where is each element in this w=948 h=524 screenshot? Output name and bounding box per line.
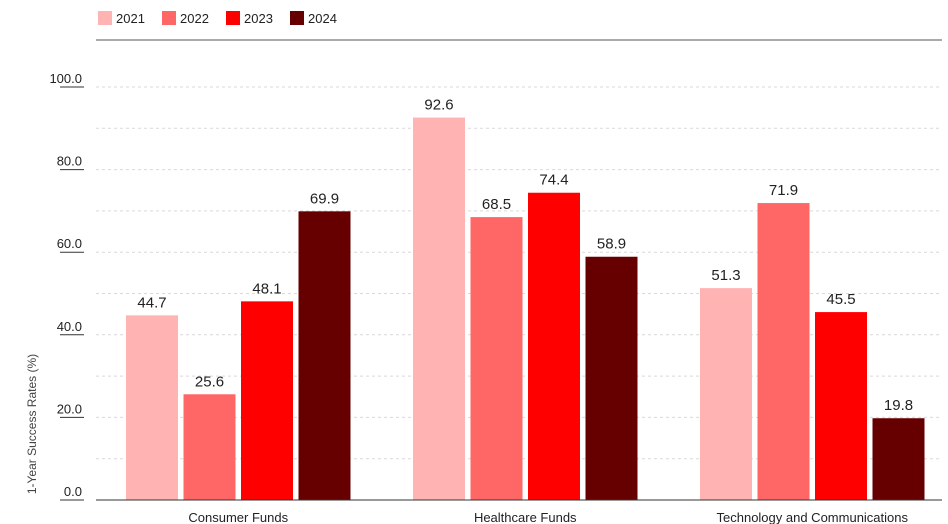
data-label: 71.9 bbox=[769, 182, 798, 199]
bars bbox=[126, 117, 925, 501]
bar-2023-1 bbox=[528, 192, 580, 500]
bar-2021-1 bbox=[413, 117, 465, 500]
y-tick-label: 60.0 bbox=[57, 236, 82, 251]
legend-label-2021: 2021 bbox=[116, 11, 145, 26]
y-tick-label: 20.0 bbox=[57, 401, 82, 416]
x-category-label: Healthcare Funds bbox=[474, 510, 577, 524]
legend-swatch-2023 bbox=[226, 11, 240, 25]
data-label: 69.9 bbox=[310, 190, 339, 207]
data-label: 25.6 bbox=[195, 373, 224, 390]
y-tick-label: 40.0 bbox=[57, 319, 82, 334]
legend: 2021 2022 2023 2024 bbox=[98, 11, 337, 26]
bar-2022-1 bbox=[470, 217, 523, 500]
y-axis: 0.0 20.0 40.0 60.0 80.0 100.0 bbox=[49, 71, 84, 501]
bar-2024-0 bbox=[298, 211, 351, 501]
bar-2022-2 bbox=[757, 203, 810, 501]
x-axis: Consumer Funds Healthcare Funds Technology… bbox=[96, 499, 942, 524]
legend-label-2024: 2024 bbox=[308, 11, 337, 26]
x-category-label: Technology and Communications bbox=[717, 510, 909, 524]
data-label: 51.3 bbox=[711, 267, 740, 284]
legend-label-2022: 2022 bbox=[180, 11, 209, 26]
data-label: 45.5 bbox=[826, 291, 855, 308]
bar-2021-2 bbox=[700, 288, 752, 500]
data-label: 68.5 bbox=[482, 196, 511, 213]
bar-2022-0 bbox=[183, 394, 236, 500]
y-tick-label: 100.0 bbox=[49, 71, 82, 86]
legend-swatch-2024 bbox=[290, 11, 304, 25]
y-tick-label: 0.0 bbox=[64, 484, 82, 499]
data-label: 48.1 bbox=[252, 280, 281, 297]
legend-swatch-2021 bbox=[98, 11, 112, 25]
bar-2021-0 bbox=[126, 315, 178, 500]
data-label: 92.6 bbox=[424, 97, 453, 114]
legend-label-2023: 2023 bbox=[244, 11, 273, 26]
data-label: 44.7 bbox=[137, 294, 166, 311]
legend-swatch-2022 bbox=[162, 11, 176, 25]
y-tick-label: 80.0 bbox=[57, 154, 82, 169]
x-category-label: Consumer Funds bbox=[188, 510, 288, 524]
bar-2023-0 bbox=[241, 301, 293, 500]
data-labels: 44.7 25.6 48.1 69.9 92.6 68.5 74.4 58.9 51.3 71.9… bbox=[137, 97, 913, 415]
data-label: 58.9 bbox=[597, 236, 626, 253]
data-label: 19.8 bbox=[884, 397, 913, 414]
bar-2024-2 bbox=[872, 418, 925, 500]
bar-2023-2 bbox=[815, 312, 867, 500]
bar-2024-1 bbox=[585, 256, 638, 500]
data-label: 74.4 bbox=[539, 172, 568, 189]
y-axis-title: 1-Year Success Rates (%) bbox=[25, 354, 39, 494]
